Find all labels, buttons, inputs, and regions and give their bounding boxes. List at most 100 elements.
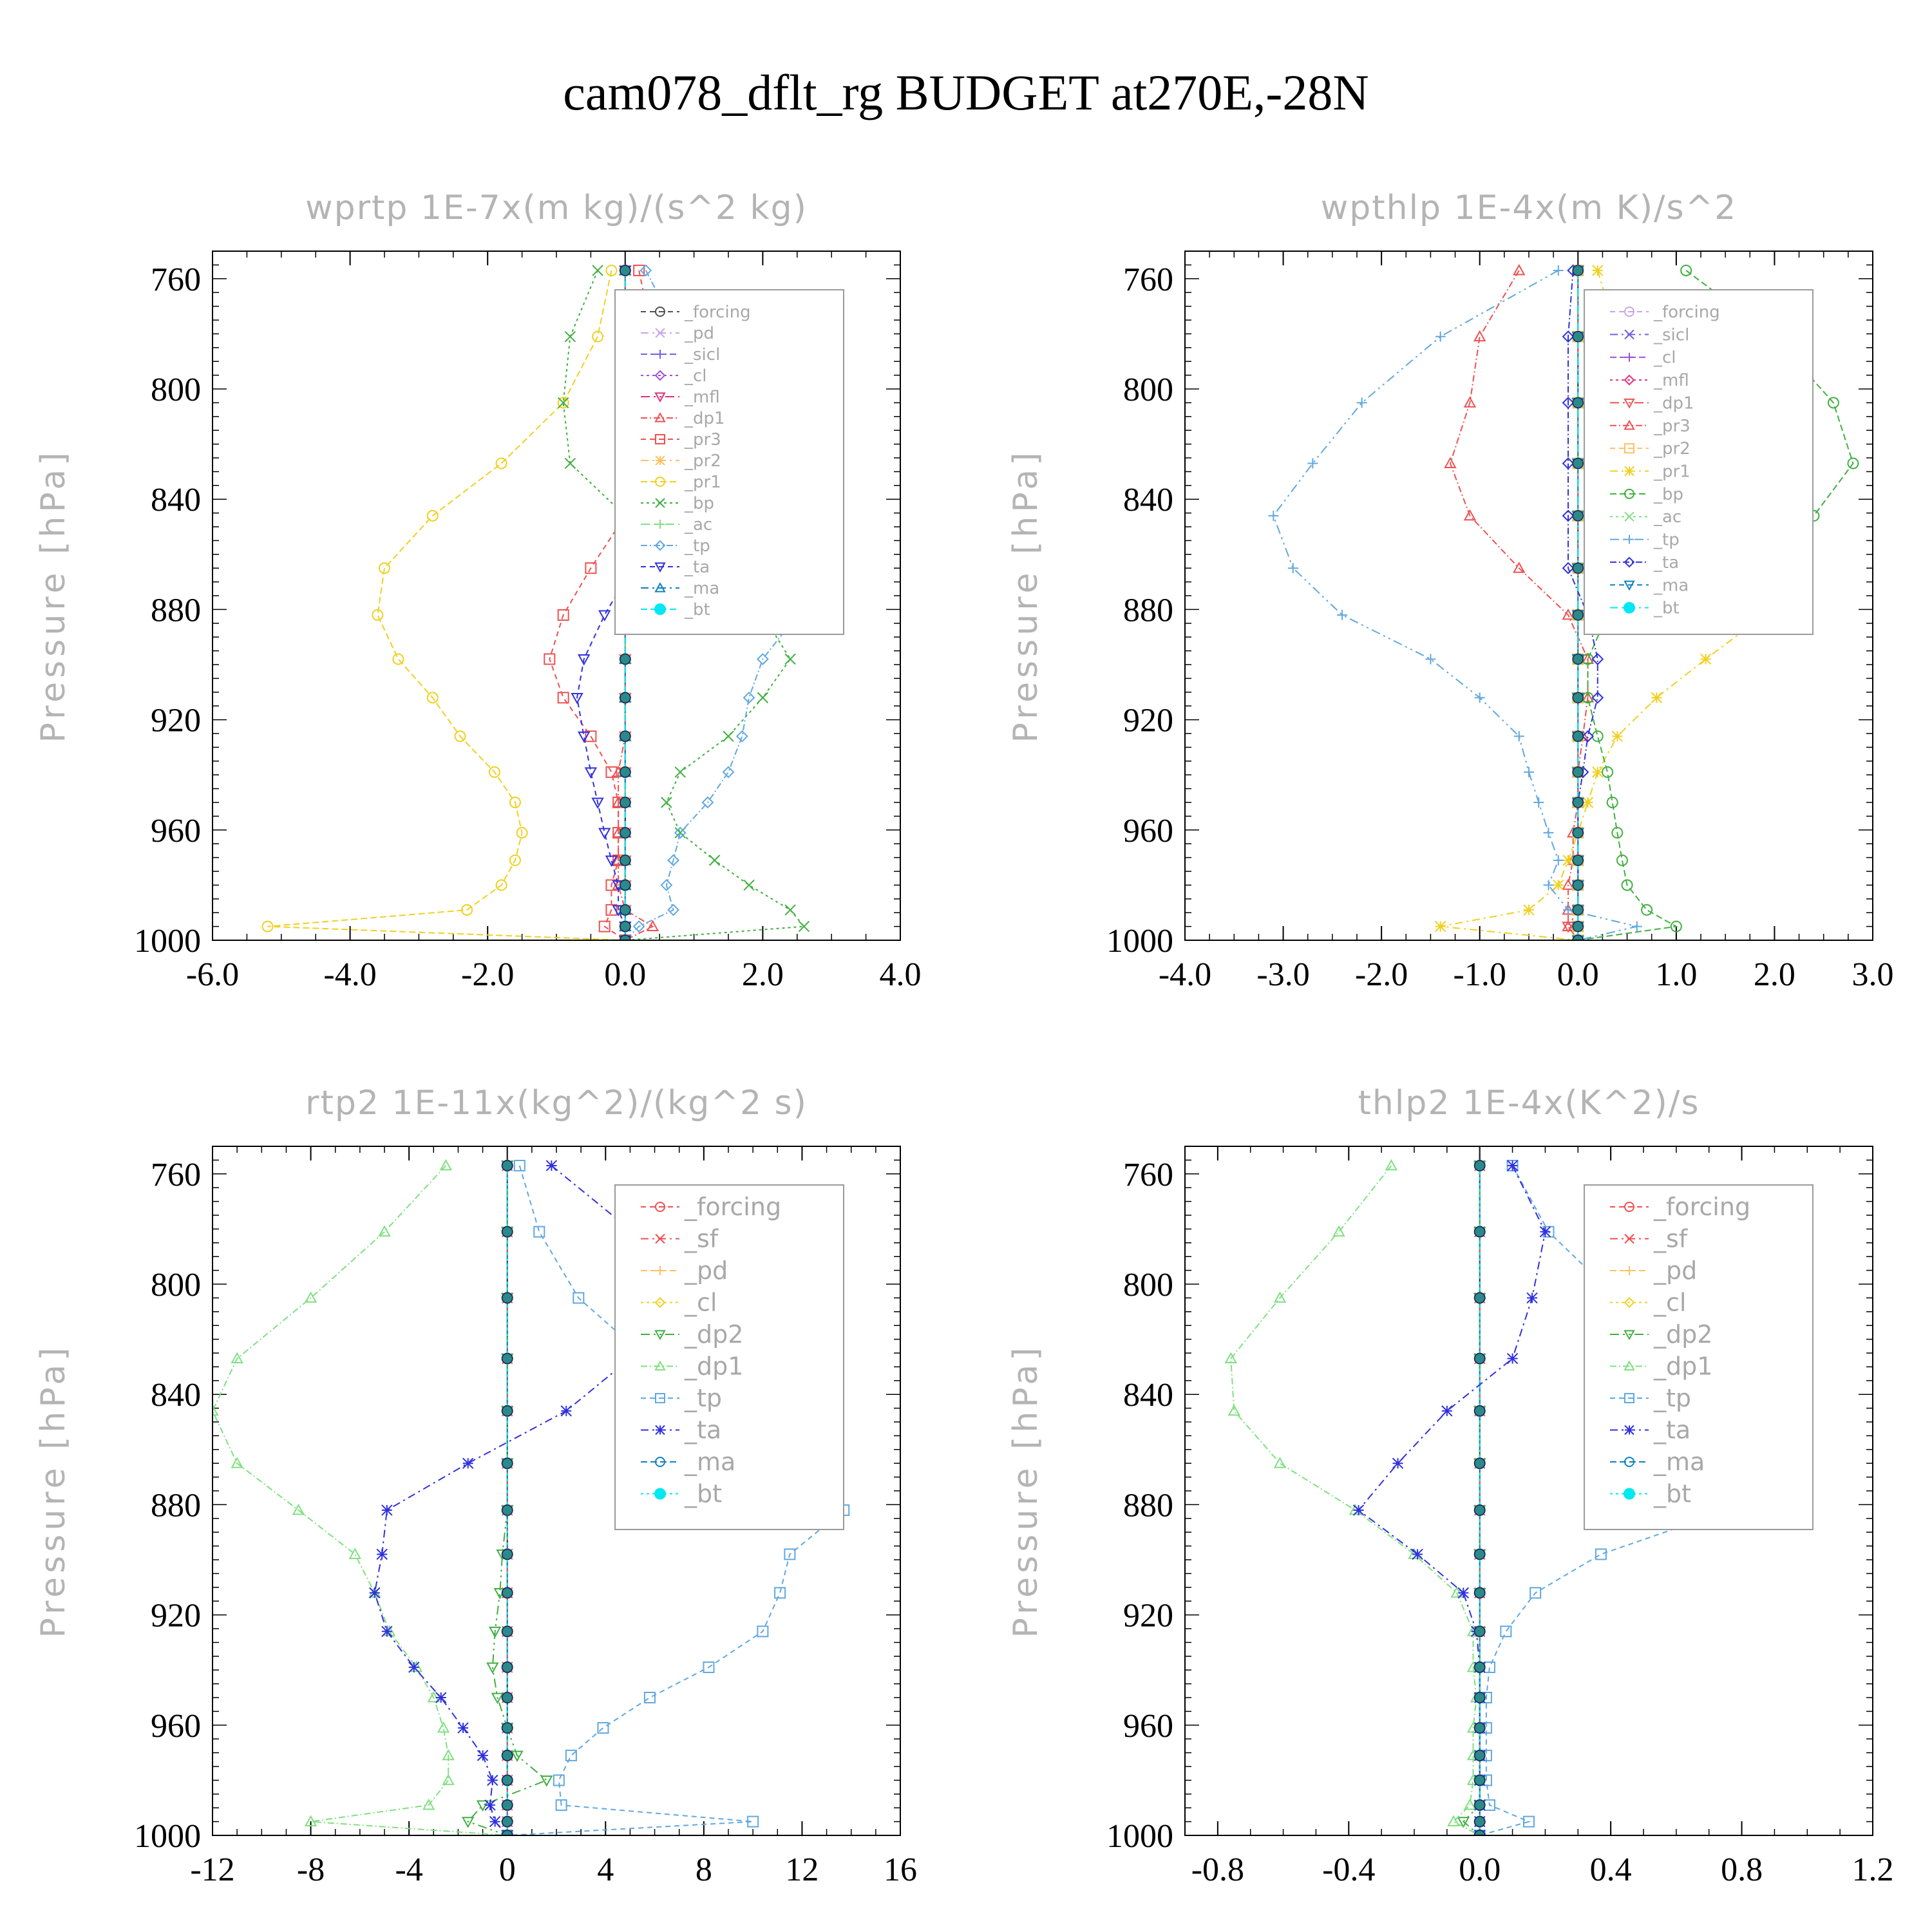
data-point xyxy=(1473,1457,1486,1469)
x-tick-label: 0.8 xyxy=(1721,1852,1763,1888)
data-point xyxy=(1473,1830,1486,1835)
data-point xyxy=(1572,692,1584,704)
data-point xyxy=(457,1722,469,1734)
y-tick-label: 920 xyxy=(1123,703,1173,739)
legend-entry: _cl xyxy=(641,1289,717,1317)
x-tick-label: 0.0 xyxy=(604,956,646,993)
data-point xyxy=(1572,827,1584,838)
legend-entry: _tp xyxy=(641,1384,722,1412)
data-point xyxy=(1463,1798,1477,1810)
data-point xyxy=(1473,1226,1486,1238)
plot-frame xyxy=(1184,1146,1873,1836)
data-point xyxy=(564,330,576,343)
panel-title: thlp2 1E-4x(K^2)/s xyxy=(1358,1084,1700,1122)
data-point xyxy=(304,1291,317,1303)
x-tick-label: 12 xyxy=(785,1852,819,1888)
data-point xyxy=(372,609,384,621)
data-point xyxy=(381,1625,393,1637)
y-tick-label: 880 xyxy=(1123,592,1173,629)
legend-label: _ta xyxy=(684,1416,721,1444)
series-bt xyxy=(1572,265,1584,940)
data-point xyxy=(784,653,796,665)
legend-label: _tp xyxy=(1653,531,1680,550)
legend-box xyxy=(614,289,844,635)
y-tick-label: 920 xyxy=(1123,1598,1173,1634)
data-point xyxy=(1572,766,1584,778)
legend-label: _ma xyxy=(1653,576,1689,595)
data-point xyxy=(442,1774,455,1785)
x-tick-label: -1.0 xyxy=(1454,956,1506,993)
legend-marker xyxy=(655,1393,665,1403)
data-point xyxy=(461,1817,475,1828)
data-point xyxy=(605,904,618,916)
y-tick-label: 880 xyxy=(151,592,201,629)
legend-entry: _bt xyxy=(641,1480,722,1508)
data-point xyxy=(1533,797,1544,808)
legend-label: _dp2 xyxy=(684,1320,743,1349)
data-point xyxy=(674,826,687,839)
data-point xyxy=(703,1661,715,1673)
data-point xyxy=(1441,1405,1453,1417)
data-point xyxy=(1473,1692,1486,1703)
figure-title: cam078_dflt_rg BUDGET at270E,-28N xyxy=(563,64,1368,120)
data-point xyxy=(1572,653,1584,665)
data-point xyxy=(1307,458,1318,469)
data-point xyxy=(701,796,714,809)
data-point xyxy=(1572,609,1584,621)
y-axis-label: Pressure [hPa] xyxy=(1007,449,1045,743)
data-point xyxy=(1572,904,1584,916)
data-point xyxy=(378,1225,391,1237)
legend-entry: _ma xyxy=(1610,576,1689,595)
data-point xyxy=(1506,1160,1519,1171)
data-point xyxy=(1523,904,1535,916)
data-point xyxy=(348,1548,361,1559)
legend-box xyxy=(614,1184,844,1530)
axis-ticks xyxy=(1184,251,1873,941)
data-point xyxy=(1562,330,1575,343)
data-point xyxy=(1473,1504,1486,1516)
legend-entry: _ma xyxy=(641,1448,735,1476)
legend-entry: _pd xyxy=(1610,1256,1697,1285)
legend-entry: _cl xyxy=(1610,1289,1686,1317)
data-point xyxy=(1392,1457,1404,1469)
legend-marker xyxy=(654,603,666,615)
x-tick-label: -0.4 xyxy=(1322,1852,1375,1888)
data-point xyxy=(1224,1352,1237,1363)
data-point xyxy=(501,1625,513,1638)
panel-title: wpthlp 1E-4x(m K)/s^2 xyxy=(1321,189,1738,227)
data-point xyxy=(501,1750,513,1761)
data-point xyxy=(1641,904,1653,916)
data-point xyxy=(501,1587,513,1599)
legend-label: _pr2 xyxy=(684,451,721,471)
data-point xyxy=(620,879,631,891)
data-point xyxy=(213,1404,219,1416)
data-point xyxy=(555,1799,567,1811)
series-line xyxy=(1449,270,1589,940)
legend-entry: _ma xyxy=(641,579,719,598)
legend-marker xyxy=(654,562,666,573)
legend-label: _mfl xyxy=(684,388,720,407)
y-tick-label: 760 xyxy=(1123,1157,1173,1193)
data-point xyxy=(501,1815,513,1828)
data-point xyxy=(667,854,679,867)
data-point xyxy=(578,654,591,666)
data-point xyxy=(1572,934,1584,940)
data-point xyxy=(501,1774,513,1786)
series-line xyxy=(1462,1165,1481,1835)
legend-marker xyxy=(1625,535,1634,544)
plot-frame xyxy=(212,251,901,941)
data-point xyxy=(1611,730,1624,742)
data-point xyxy=(1572,330,1584,343)
data-point xyxy=(722,766,735,779)
legend: _forcing _sicl _cl _mfl _dp1 _pr3 _pr2 _pr1 _bp _… xyxy=(1584,289,1814,635)
data-point xyxy=(1572,797,1584,808)
legend-label: _pr2 xyxy=(1653,439,1690,459)
legend-marker xyxy=(654,1330,666,1341)
data-point xyxy=(756,653,769,665)
data-point xyxy=(1572,920,1584,933)
legend-entry: _tp xyxy=(1610,531,1680,550)
y-tick-label: 1000 xyxy=(1106,1818,1173,1855)
legend-entry: _bt xyxy=(641,600,710,620)
data-point xyxy=(757,1625,769,1638)
legend-entry: _cl xyxy=(1610,348,1676,368)
